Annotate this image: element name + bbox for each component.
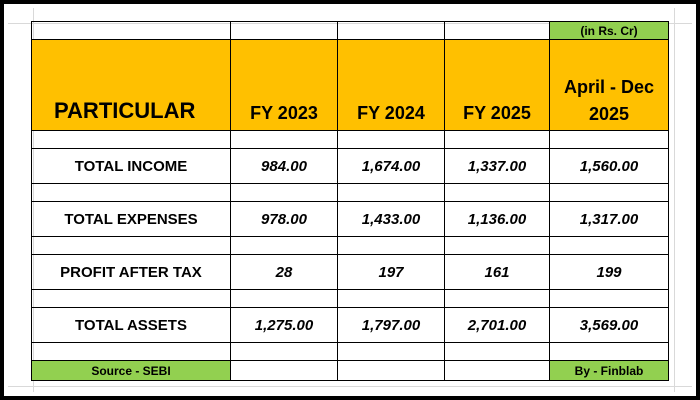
empty-cell <box>230 21 338 40</box>
source-note: Source - SEBI <box>31 360 231 381</box>
empty-cell <box>230 360 338 381</box>
empty-cell <box>444 360 550 381</box>
sheet-gridline <box>8 386 692 387</box>
value-cell: 1,433.00 <box>337 201 445 237</box>
value-cell: 197 <box>337 254 445 290</box>
footer-row: Source - SEBI By - Finblab <box>31 360 669 381</box>
value-cell: 199 <box>549 254 669 290</box>
empty-cell <box>31 21 231 40</box>
empty-cell <box>337 21 445 40</box>
unit-note: (in Rs. Cr) <box>549 21 669 40</box>
spacer-row <box>31 130 669 149</box>
column-header-fy2025: FY 2025 <box>444 39 550 131</box>
table-row: PROFIT AFTER TAX 28 197 161 199 <box>31 254 669 290</box>
unit-row: (in Rs. Cr) <box>31 21 669 40</box>
row-label-total-assets: TOTAL ASSETS <box>31 307 231 343</box>
value-cell: 161 <box>444 254 550 290</box>
value-cell: 1,317.00 <box>549 201 669 237</box>
value-cell: 3,569.00 <box>549 307 669 343</box>
table-row: TOTAL EXPENSES 978.00 1,433.00 1,136.00 … <box>31 201 669 237</box>
spacer-row <box>31 183 669 202</box>
spacer-row <box>31 289 669 308</box>
value-cell: 28 <box>230 254 338 290</box>
column-header-apr-dec-2025: April - Dec 2025 <box>549 39 669 131</box>
credit-note: By - Finblab <box>549 360 669 381</box>
value-cell: 984.00 <box>230 148 338 184</box>
header-row: PARTICULAR FY 2023 FY 2024 FY 2025 April… <box>31 39 669 131</box>
empty-cell <box>337 360 445 381</box>
table-row: TOTAL ASSETS 1,275.00 1,797.00 2,701.00 … <box>31 307 669 343</box>
column-header-fy2023: FY 2023 <box>230 39 338 131</box>
table-row: TOTAL INCOME 984.00 1,674.00 1,337.00 1,… <box>31 148 669 184</box>
financial-summary-table: (in Rs. Cr) PARTICULAR FY 2023 FY 2024 F… <box>31 21 669 381</box>
value-cell: 978.00 <box>230 201 338 237</box>
row-label-total-expenses: TOTAL EXPENSES <box>31 201 231 237</box>
value-cell: 1,797.00 <box>337 307 445 343</box>
empty-cell <box>444 21 550 40</box>
row-label-total-income: TOTAL INCOME <box>31 148 231 184</box>
value-cell: 1,674.00 <box>337 148 445 184</box>
value-cell: 1,275.00 <box>230 307 338 343</box>
spacer-row <box>31 236 669 255</box>
value-cell: 1,560.00 <box>549 148 669 184</box>
value-cell: 1,136.00 <box>444 201 550 237</box>
particular-header: PARTICULAR <box>31 39 231 131</box>
column-header-fy2024: FY 2024 <box>337 39 445 131</box>
sheet-gridline <box>674 8 675 392</box>
row-label-profit-after-tax: PROFIT AFTER TAX <box>31 254 231 290</box>
value-cell: 1,337.00 <box>444 148 550 184</box>
spacer-row <box>31 342 669 361</box>
value-cell: 2,701.00 <box>444 307 550 343</box>
